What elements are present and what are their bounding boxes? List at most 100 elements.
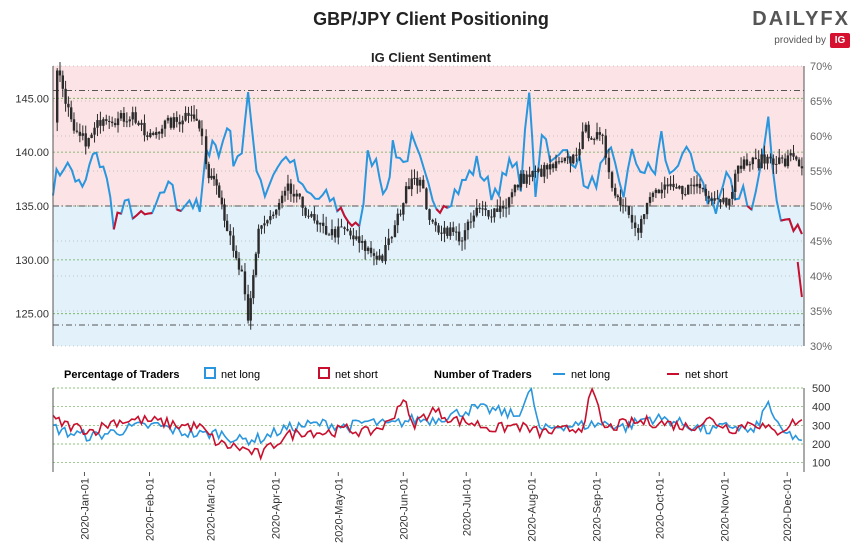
price-candle-body [516, 184, 520, 188]
price-candle-body [443, 227, 446, 234]
price-candle-body [110, 121, 114, 124]
price-candle-body [175, 117, 178, 122]
price-candle-body [722, 197, 725, 203]
price-candle-body [69, 107, 73, 120]
price-candle-body [295, 193, 298, 197]
price-candle-body [766, 156, 769, 164]
price-candle-body [778, 157, 781, 164]
legend-pct-net-long-swatch [204, 367, 216, 379]
price-candle-body [333, 229, 337, 238]
price-candle-body [72, 119, 76, 131]
legend-percentage-title: Percentage of Traders [64, 369, 180, 381]
price-candle-body [381, 255, 384, 262]
x-tick-label: 2020-Aug-01 [526, 478, 538, 542]
price-candle-body [452, 227, 455, 232]
price-candle-body [396, 213, 399, 226]
price-candle-body [454, 231, 458, 233]
price-candle-body [275, 209, 278, 215]
price-candle-body [64, 88, 67, 104]
price-candle-body [675, 187, 678, 189]
price-candle-body [215, 179, 218, 186]
price-candle-body [355, 236, 358, 240]
brand-provided-by: provided by [774, 35, 826, 46]
price-candle-body [184, 112, 187, 121]
price-candle-body [152, 132, 155, 135]
price-candle-body [358, 236, 361, 243]
price-tick-label: 135.00 [15, 201, 49, 213]
price-candle-body [200, 128, 204, 137]
price-candle-body [366, 247, 370, 251]
price-candle-body [266, 220, 269, 224]
legend-num-net-long: net long [571, 369, 610, 381]
price-candle-body [633, 222, 637, 229]
price-candle-body [384, 244, 387, 262]
traders-tick-label: 200 [812, 439, 830, 451]
price-candle-body [192, 114, 196, 119]
chart-subtitle: IG Client Sentiment [371, 50, 491, 65]
price-candle-body [190, 114, 193, 116]
price-candle-body [413, 177, 416, 179]
price-candle-body [146, 135, 149, 137]
price-candle-body [210, 175, 213, 179]
price-candle-body [229, 230, 232, 236]
price-candle-body [695, 183, 699, 187]
price-candle-body [393, 225, 397, 238]
sentiment-panel: 125.00 130.00 135.00 140.00 145.00 30% 35% 40% 4… [15, 61, 832, 353]
price-candle-body [346, 229, 349, 231]
x-tick-label: 2020-Sep-01 [591, 478, 603, 542]
price-candle-body [375, 255, 378, 260]
price-candle-body [140, 122, 143, 125]
percent-tick-label: 45% [810, 236, 832, 248]
price-candle-body [769, 156, 772, 159]
net-short-percent-line [176, 208, 182, 212]
price-candle-body [128, 119, 131, 122]
price-candle-body [425, 188, 428, 210]
x-tick-label: 2020-Mar-01 [205, 478, 217, 541]
price-candle-body [786, 155, 790, 167]
price-candle-body [584, 124, 588, 132]
price-candle-body [669, 183, 672, 187]
price-candle-body [501, 205, 505, 209]
price-candle-body [472, 215, 476, 222]
price-candle-body [387, 238, 390, 245]
x-tick-label: 2020-Jul-01 [461, 478, 473, 536]
price-candle-body [304, 207, 307, 216]
price-candle-body [678, 185, 681, 189]
price-candle-body [166, 117, 170, 121]
price-candle-body [125, 121, 129, 123]
price-candle-body [349, 230, 352, 236]
price-candle-body [310, 213, 313, 217]
price-candle-body [736, 165, 740, 174]
price-candle-body [319, 222, 322, 225]
net-short-percent-tail [796, 261, 803, 298]
price-candle-body [283, 190, 287, 196]
net-short-percent-line [112, 211, 122, 230]
price-candle-body [554, 161, 558, 169]
price-candle-body [637, 228, 640, 233]
price-candle-body [563, 157, 567, 162]
price-candle-body [307, 215, 310, 217]
net-long-percent-line [52, 91, 803, 235]
price-candle-body [99, 120, 102, 126]
price-candle-body [195, 118, 198, 121]
price-tick-label: 145.00 [15, 93, 49, 105]
price-candle-body [240, 269, 243, 272]
price-candle-body [327, 234, 331, 236]
price-candle-body [457, 231, 461, 242]
price-candle-body [149, 132, 152, 137]
price-candle-body [748, 164, 752, 166]
price-candle-body [698, 183, 702, 189]
long-zone [53, 206, 804, 346]
price-candle-body [289, 183, 293, 194]
price-candle-body [207, 164, 210, 179]
price-candle-body [418, 179, 422, 186]
price-candle-body [566, 156, 569, 158]
price-candle-body [507, 197, 511, 208]
price-candle-body [531, 170, 534, 178]
price-candle-body [757, 159, 760, 169]
x-tick-label: 2020-Dec-01 [782, 478, 794, 542]
price-candle-body [663, 184, 666, 190]
percent-tick-label: 70% [810, 61, 832, 73]
price-candle-body [719, 199, 722, 203]
price-candle-body [792, 153, 795, 157]
